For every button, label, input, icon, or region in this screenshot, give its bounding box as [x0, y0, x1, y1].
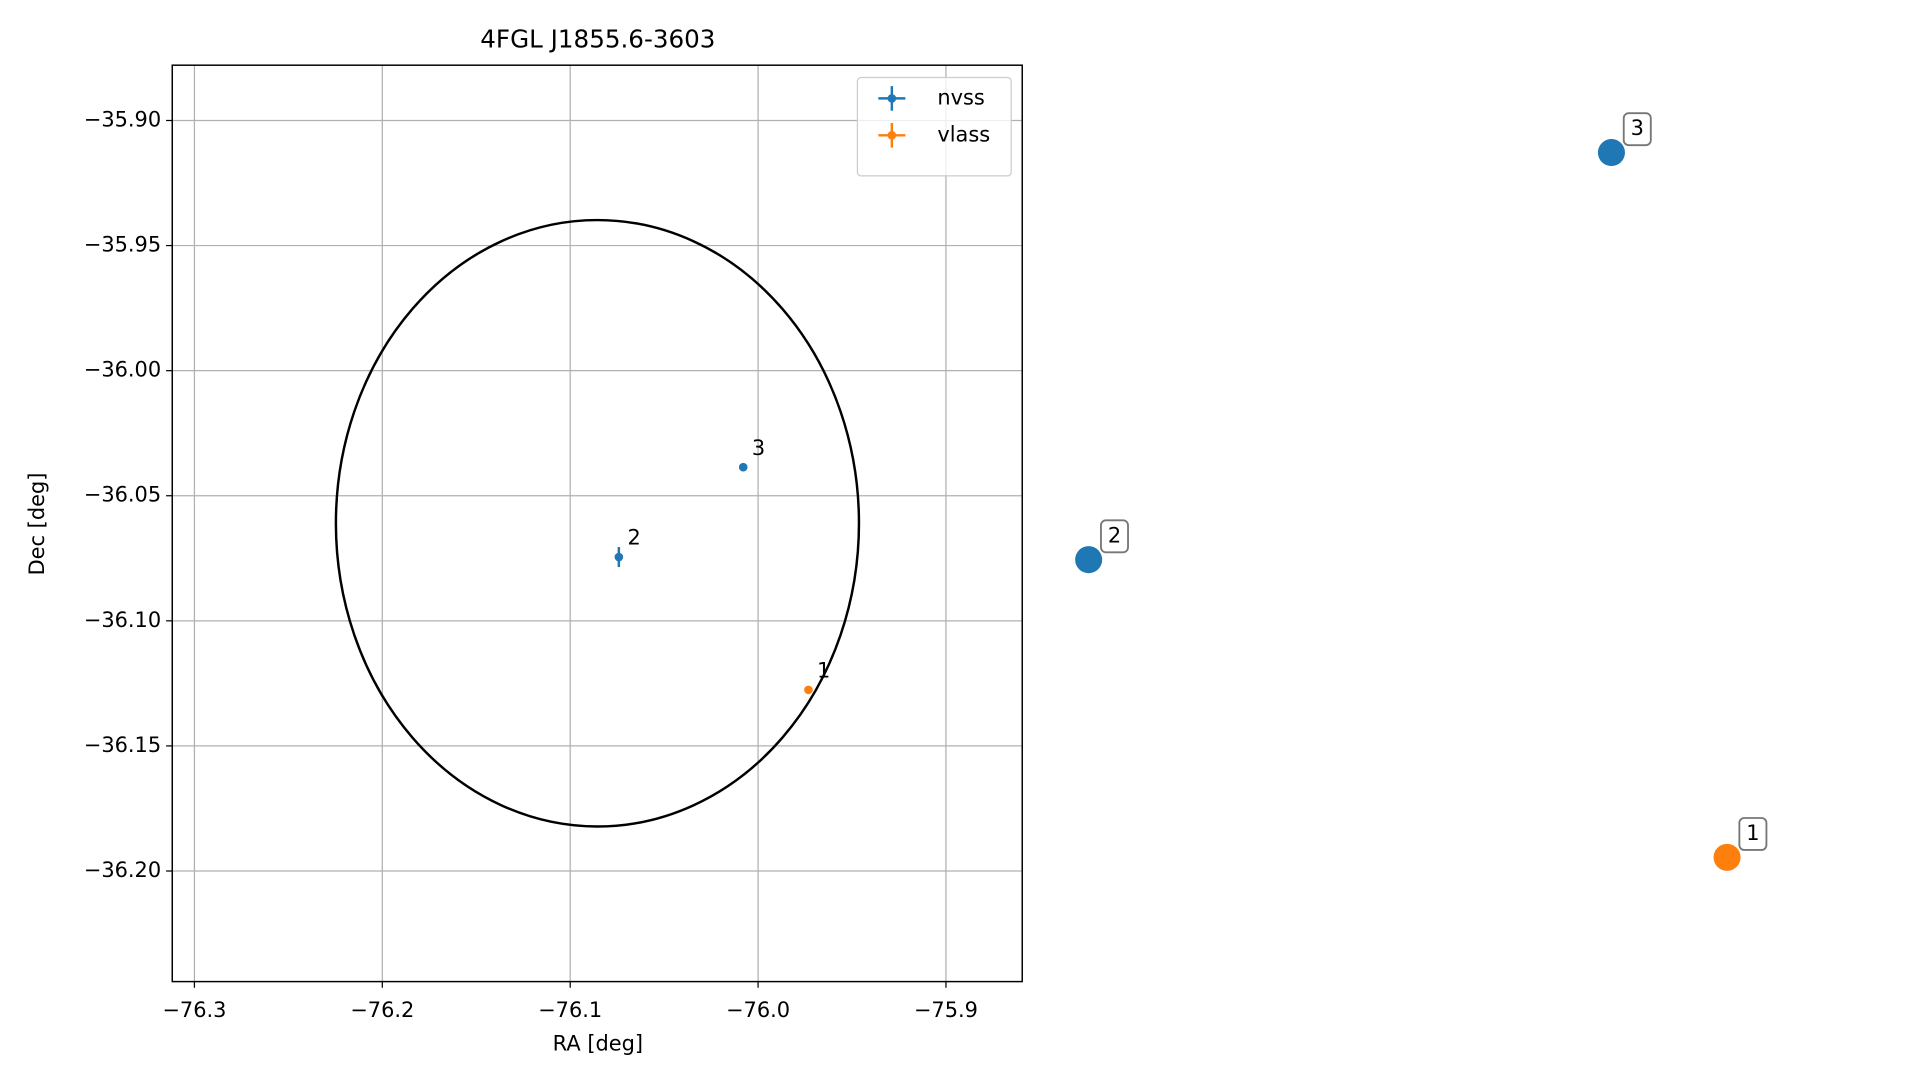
y-tick-label: −36.05	[84, 483, 161, 507]
y-axis-label: Dec [deg]	[25, 473, 49, 576]
point	[614, 552, 624, 562]
overview-label-box	[1100, 519, 1129, 554]
y-tick-label: −36.20	[84, 858, 161, 882]
y-tick-label: −35.90	[84, 107, 161, 131]
overview-point	[1713, 843, 1741, 871]
chart-title: 4FGL J1855.6-3603	[480, 25, 715, 54]
overview-point	[1597, 138, 1625, 167]
x-tick-label: −76.2	[350, 998, 414, 1022]
overview-label: 1	[1746, 821, 1759, 845]
legend-marker	[887, 94, 897, 103]
legend-box	[856, 76, 1012, 177]
legend-label: vlass	[937, 122, 990, 146]
point	[804, 685, 813, 695]
point	[738, 462, 748, 472]
x-tick-label: −76.3	[162, 998, 226, 1022]
plot-frame	[171, 64, 1023, 983]
overview-label-box	[1622, 112, 1652, 147]
y-tick-label: −36.15	[84, 733, 161, 757]
x-tick-label: −76.1	[538, 998, 602, 1022]
error-ellipse	[334, 218, 861, 828]
legend-marker	[887, 131, 897, 140]
y-tick-label: −36.10	[84, 608, 161, 632]
y-tick-label: −35.95	[84, 233, 161, 257]
overview-label: 2	[1108, 523, 1121, 547]
x-tick-label: −76.0	[726, 998, 790, 1022]
y-tick-label: −36.00	[84, 358, 161, 382]
x-tick-label: −75.9	[914, 998, 978, 1022]
point-label: 2	[627, 526, 640, 550]
overview-label-box	[1738, 817, 1768, 851]
legend-label: nvss	[937, 85, 984, 109]
x-axis-label: RA [deg]	[553, 1031, 643, 1055]
point-label: 3	[752, 436, 765, 460]
overview-label: 3	[1631, 116, 1644, 140]
overview-point	[1075, 546, 1103, 574]
point-label: 1	[817, 658, 830, 682]
